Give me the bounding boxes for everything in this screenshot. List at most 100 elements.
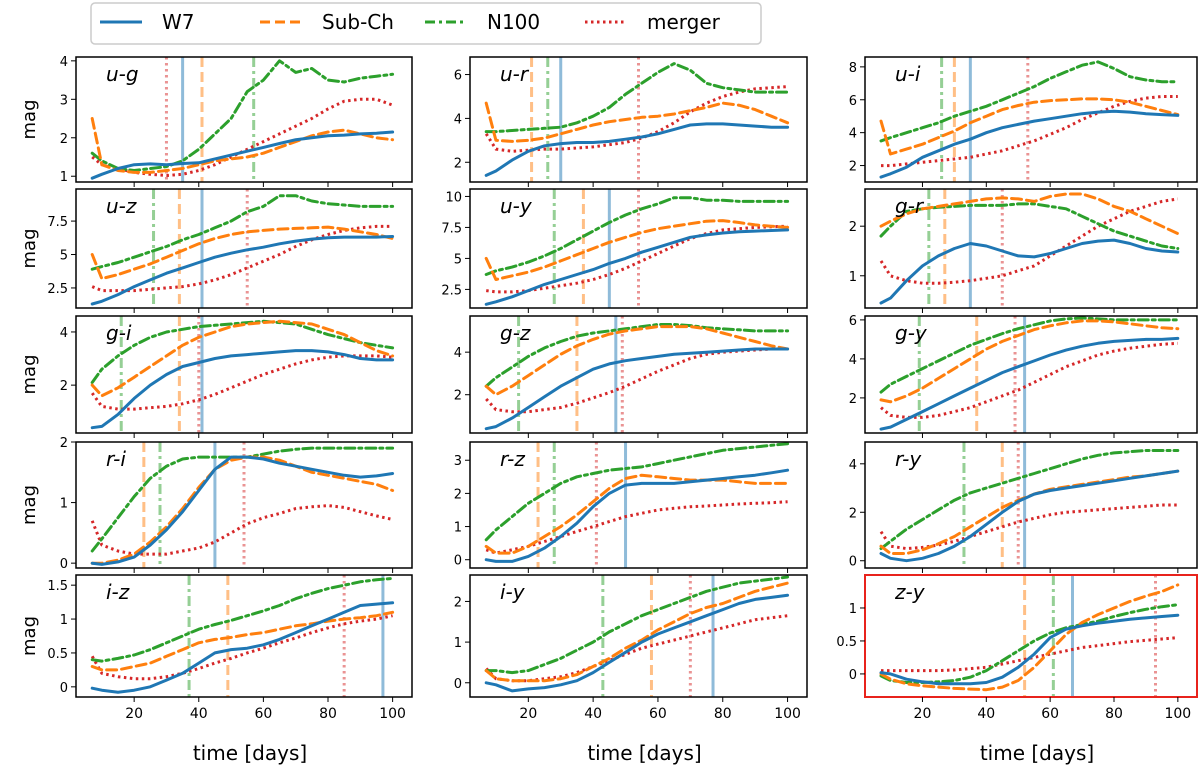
y-tick-label: 0: [849, 668, 857, 683]
subplot-r-y: 0 2 4 r-y: [849, 441, 1198, 573]
y-tick-label: 4: [849, 353, 857, 368]
y-tick-label: 2: [454, 487, 462, 502]
series-line-sub-ch: [484, 473, 790, 555]
series-line-sub-ch: [879, 319, 1180, 404]
series-line-merger: [91, 224, 393, 293]
plot-area: [90, 189, 395, 308]
y-tick-label: 3: [60, 93, 68, 108]
subplot-title: u-i: [895, 62, 921, 86]
plot-area: [484, 189, 790, 308]
plot-area: [90, 575, 395, 697]
series-line-sub-ch: [879, 97, 1180, 156]
subplot-title: g-i: [106, 321, 132, 345]
axes-frame: [469, 441, 808, 569]
y-axis-label: mag: [19, 100, 40, 140]
series-line-sub-ch: [90, 225, 395, 281]
subplot-title: i-y: [500, 580, 526, 604]
y-tick-label: 2: [849, 392, 857, 407]
x-tick-label: 40: [977, 706, 995, 722]
y-tick-label: 1: [60, 613, 68, 628]
series-line-sub-ch: [90, 610, 395, 672]
axes-frame: [469, 188, 808, 309]
series-line-n100: [484, 62, 790, 134]
subplot-u-y: 2.5 5 7.5 10 u-y: [441, 188, 808, 313]
series-line-n100: [484, 575, 790, 675]
subplot-title: u-z: [106, 194, 137, 218]
y-tick-label: 1.5: [47, 579, 68, 594]
series-line-w7: [484, 468, 790, 563]
series-line-merger: [880, 341, 1178, 419]
axes-frame: [864, 56, 1198, 183]
series-line-sub-ch: [90, 117, 395, 174]
subplot-u-r: 2 4 6 u-r: [454, 56, 808, 187]
series-line-n100: [484, 323, 790, 388]
y-tick-label: 2: [849, 220, 857, 235]
plot-area: [90, 316, 395, 433]
x-tick-label: 100: [379, 706, 406, 722]
subplot-title: z-y: [894, 580, 926, 604]
legend-label-sub-ch: Sub-Ch: [322, 10, 394, 34]
axes-frame: [75, 315, 413, 434]
y-tick-label: 4: [454, 112, 462, 127]
series-line-w7: [879, 336, 1180, 431]
series-line-sub-ch: [879, 192, 1180, 236]
subplot-title: r-y: [895, 447, 922, 471]
x-tick-label: 60: [649, 706, 667, 722]
series-line-n100: [879, 316, 1180, 394]
y-axis-label: mag: [19, 616, 40, 656]
legend-label-merger: merger: [647, 10, 721, 34]
subplot-title: g-r: [895, 194, 925, 218]
plot-area: [484, 316, 790, 433]
x-tick-label: 100: [1164, 706, 1191, 722]
series-line-w7: [484, 122, 790, 177]
y-tick-label: 0: [454, 677, 462, 692]
series-line-w7: [90, 601, 395, 694]
axes-frame: [864, 315, 1198, 434]
plot-area: [879, 442, 1180, 568]
y-tick-label: 6: [454, 69, 462, 84]
y-tick-label: 1: [60, 170, 68, 185]
series-line-sub-ch: [484, 101, 790, 143]
y-tick-label: 2: [849, 506, 857, 521]
series-line-merger: [879, 503, 1178, 551]
y-tick-label: 1: [60, 497, 68, 512]
series-line-w7: [90, 349, 395, 430]
x-tick-label: 40: [584, 706, 602, 722]
series-line-n100: [90, 576, 395, 663]
x-tick-label: 20: [125, 706, 143, 722]
y-tick-label: 4: [849, 458, 857, 473]
series-line-merger: [90, 354, 393, 411]
series-line-sub-ch: [484, 325, 790, 397]
series-line-merger: [879, 197, 1179, 285]
plot-area: [484, 442, 790, 568]
subplot-u-i: 2 4 6 8 u-i: [849, 56, 1198, 187]
x-tick-label: 80: [714, 706, 732, 722]
series-line-merger: [486, 224, 788, 294]
series-line-sub-ch: [484, 581, 790, 683]
subplot-u-g: 1 2 3 4 u-g mag: [19, 55, 413, 187]
axes-frame: [75, 441, 413, 569]
y-axis-label: mag: [19, 355, 40, 395]
x-tick-label: 60: [254, 706, 272, 722]
y-tick-label: 6: [849, 94, 857, 109]
plot-area: [879, 316, 1180, 433]
legend: W7 Sub-Ch N100 merger: [90, 2, 762, 45]
y-tick-label: 8: [849, 61, 857, 76]
subplot-title: i-z: [106, 580, 130, 604]
axes-frame: [75, 56, 413, 183]
series-line-w7: [90, 455, 395, 566]
x-axis-label: time [days]: [193, 741, 307, 765]
legend-label-n100: N100: [487, 10, 540, 34]
subplot-title: u-r: [500, 62, 530, 86]
highlight-frame: [864, 574, 1198, 698]
y-tick-label: 1: [849, 270, 857, 285]
plot-area: [90, 57, 395, 182]
axes-frame: [75, 188, 413, 309]
x-tick-label: 40: [190, 706, 208, 722]
x-tick-label: 20: [914, 706, 932, 722]
subplot-i-z: 0 0.5 1 1.5 20 40 60 80 100 i-z mag time [days]: [19, 574, 413, 765]
y-tick-label: 5: [60, 249, 68, 264]
y-tick-label: 2: [454, 156, 462, 171]
x-axis-label: time [days]: [980, 741, 1094, 765]
